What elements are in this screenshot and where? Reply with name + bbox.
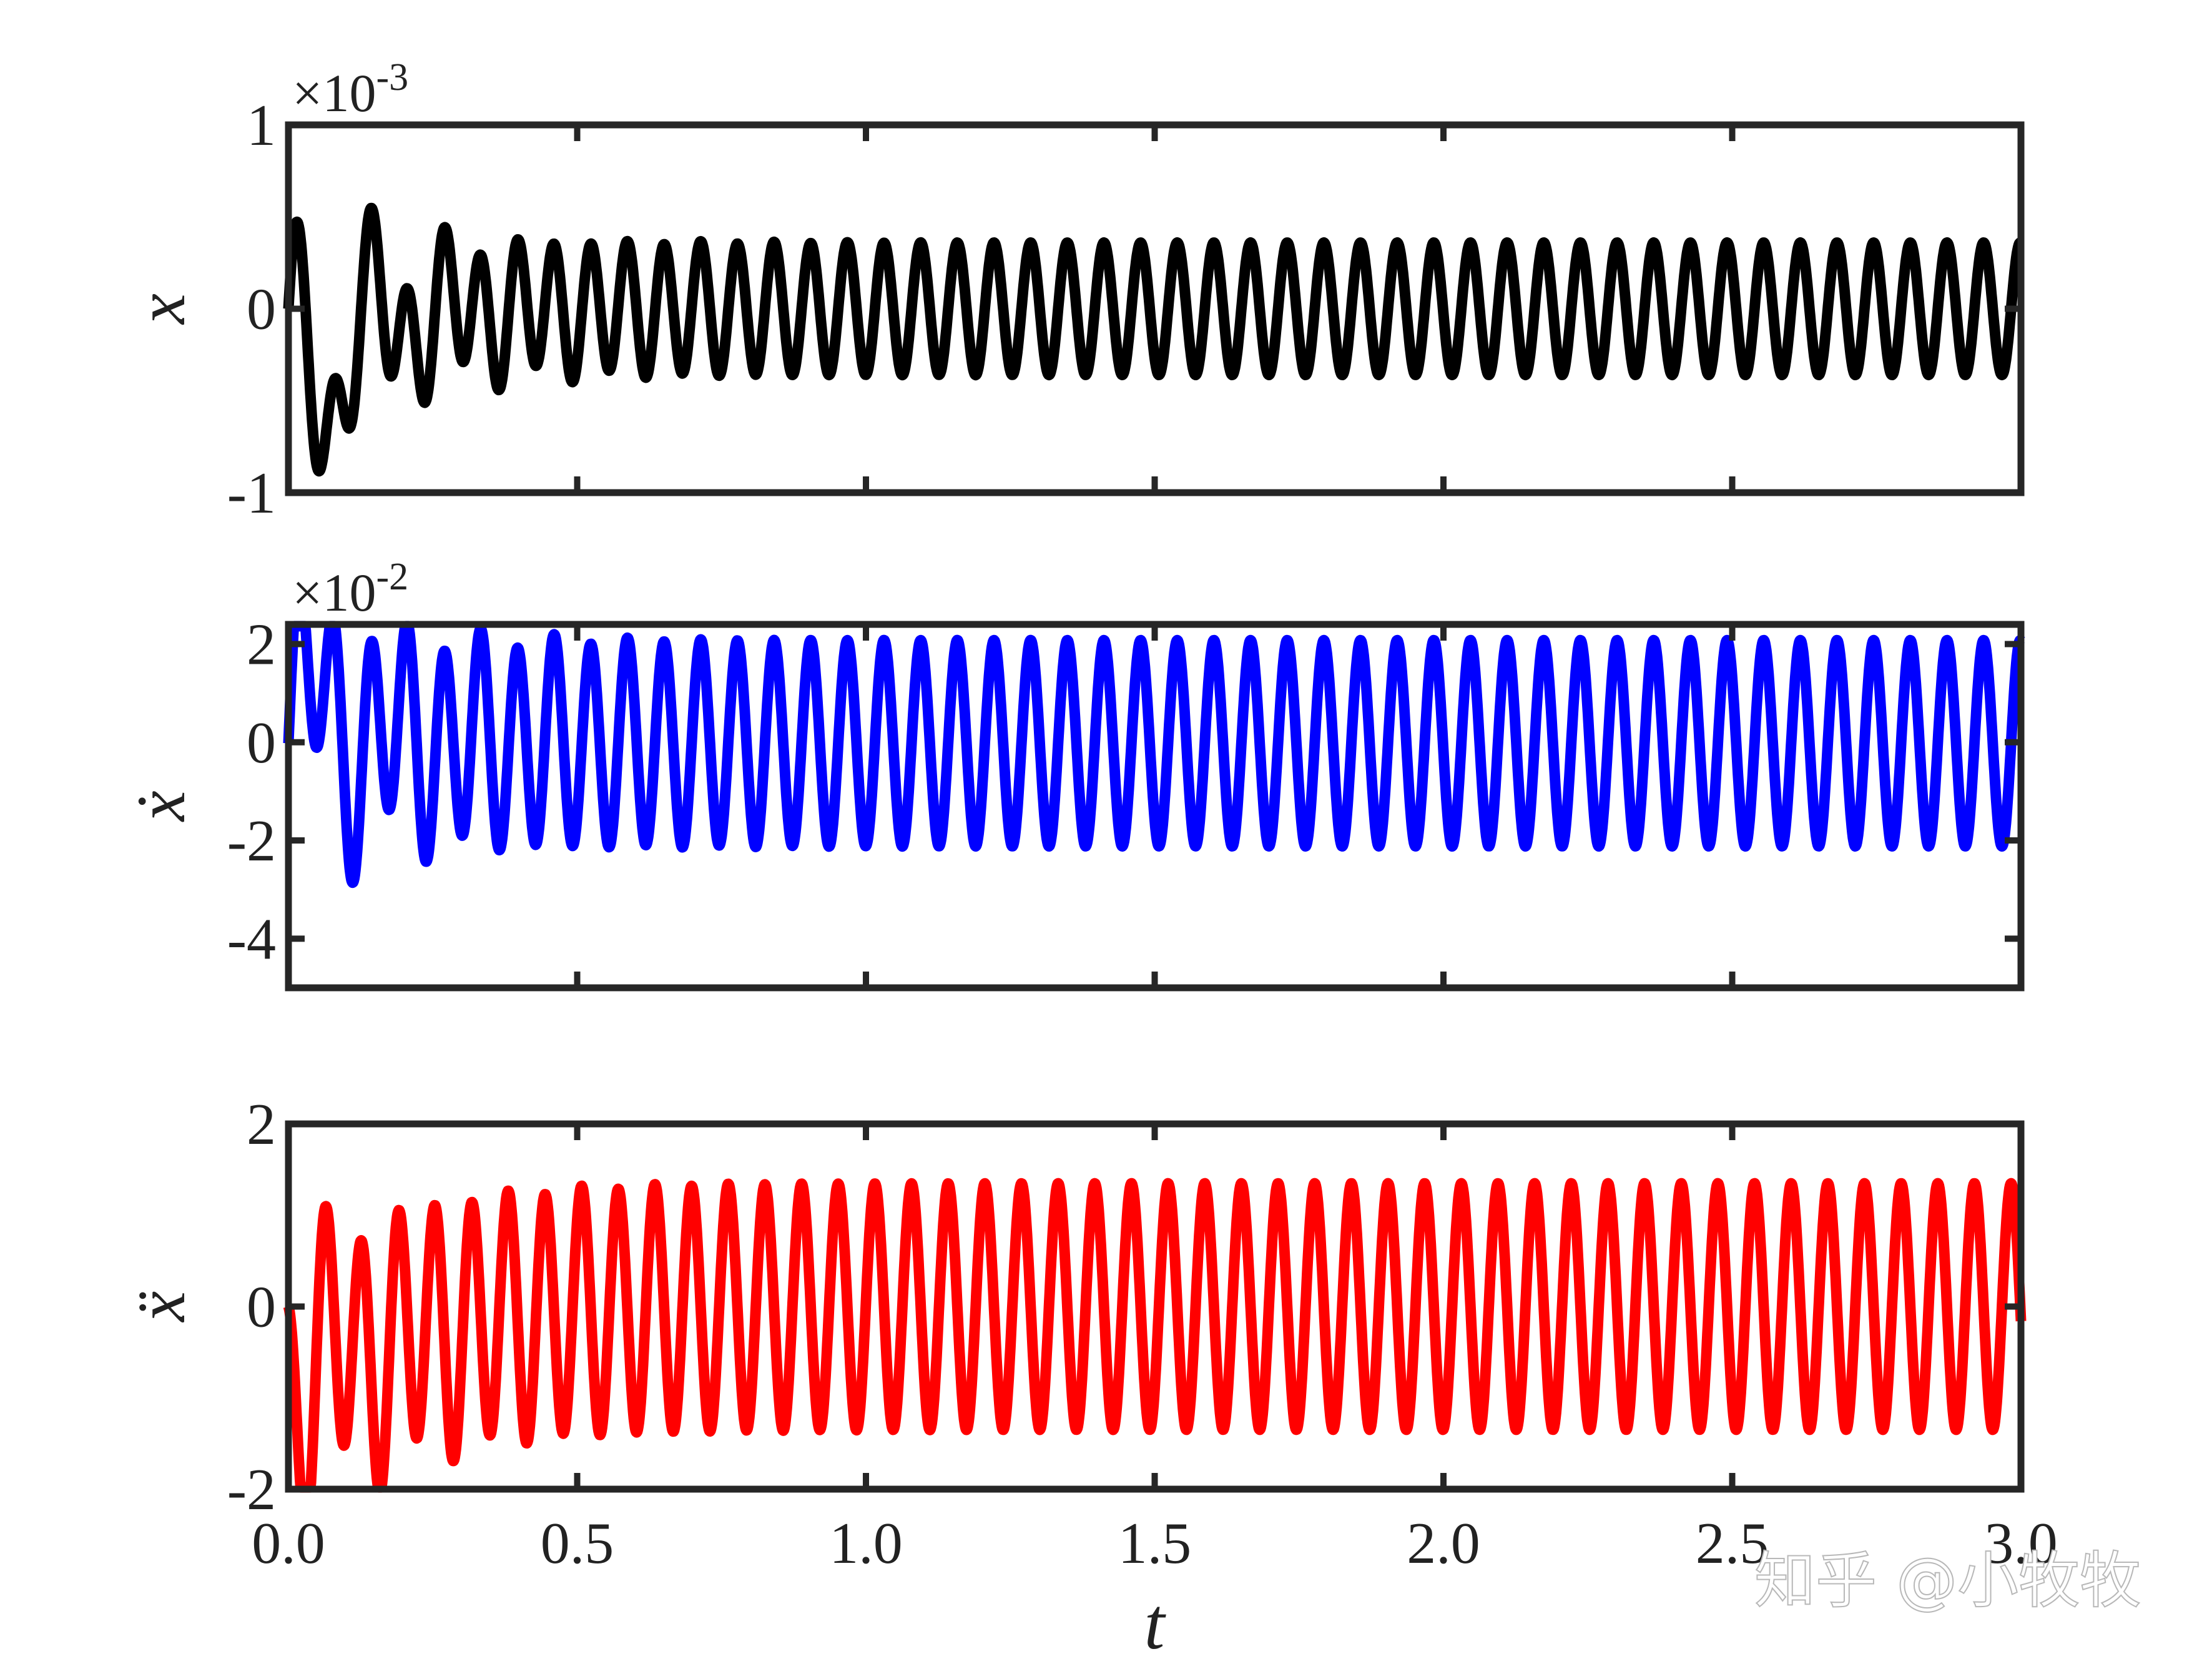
velocity-exponent-base: ×10 xyxy=(292,563,376,623)
acceleration-xtick-label: 1.5 xyxy=(1118,1511,1192,1576)
acceleration-series-line xyxy=(283,1178,2027,1493)
displacement-ytick-label: 1 xyxy=(247,93,276,158)
velocity-panel: -4-202 ×10-2 ẋ xyxy=(123,556,2026,992)
acceleration-ytick-label: -2 xyxy=(227,1457,276,1522)
velocity-axes-frame xyxy=(285,621,2025,992)
velocity-ylabel: ẋ xyxy=(123,790,199,822)
acceleration-xtick-label: 0.5 xyxy=(541,1511,614,1576)
acceleration-curve-layer xyxy=(283,1178,2027,1493)
displacement-exponent-power: -3 xyxy=(376,56,409,99)
watermark: 知乎 @小牧牧 xyxy=(1754,1545,2141,1617)
acceleration-ticks: 0.0 0.5 1.0 1.5 2.0 2.5 3.0 -2 0 2 xyxy=(227,1092,2058,1576)
acceleration-xtick-label: 0.0 xyxy=(252,1511,325,1576)
velocity-ytick-label: -2 xyxy=(227,809,276,874)
displacement-ylabel: x xyxy=(123,293,199,325)
acceleration-ylabel: ẍ xyxy=(123,1291,199,1323)
displacement-ytick-label: 0 xyxy=(247,277,276,342)
displacement-exponent: ×10-3 xyxy=(292,56,408,123)
displacement-ytick-label: -1 xyxy=(227,461,276,526)
acceleration-xtick-label: 1.0 xyxy=(829,1511,903,1576)
time-xlabel: t xyxy=(1144,1583,1167,1659)
displacement-curve-layer xyxy=(283,202,2026,477)
velocity-exponent: ×10-2 xyxy=(292,556,408,623)
acceleration-ytick-label: 2 xyxy=(247,1092,276,1157)
velocity-ytick-label: 0 xyxy=(247,711,276,775)
velocity-exponent-power: -2 xyxy=(376,556,409,598)
acceleration-xtick-label: 2.5 xyxy=(1696,1511,1769,1576)
displacement-exponent-base: ×10 xyxy=(292,63,376,123)
displacement-axes-frame xyxy=(285,121,2025,496)
acceleration-xtick-label: 2.0 xyxy=(1407,1511,1480,1576)
acceleration-panel: 0.0 0.5 1.0 1.5 2.0 2.5 3.0 -2 0 2 ẍ t xyxy=(123,1092,2058,1659)
acceleration-xtick-label: 3.0 xyxy=(1984,1511,2058,1576)
velocity-ytick-label: 2 xyxy=(247,612,276,677)
velocity-ytick-label: -4 xyxy=(227,907,276,972)
acceleration-axes-frame xyxy=(285,1120,2025,1493)
displacement-series-line xyxy=(283,202,2026,477)
velocity-series-line xyxy=(283,621,2026,889)
acceleration-ytick-label: 0 xyxy=(247,1275,276,1340)
velocity-curve-layer xyxy=(283,621,2026,889)
displacement-panel: -1 0 1 ×10-3 x xyxy=(123,56,2026,526)
